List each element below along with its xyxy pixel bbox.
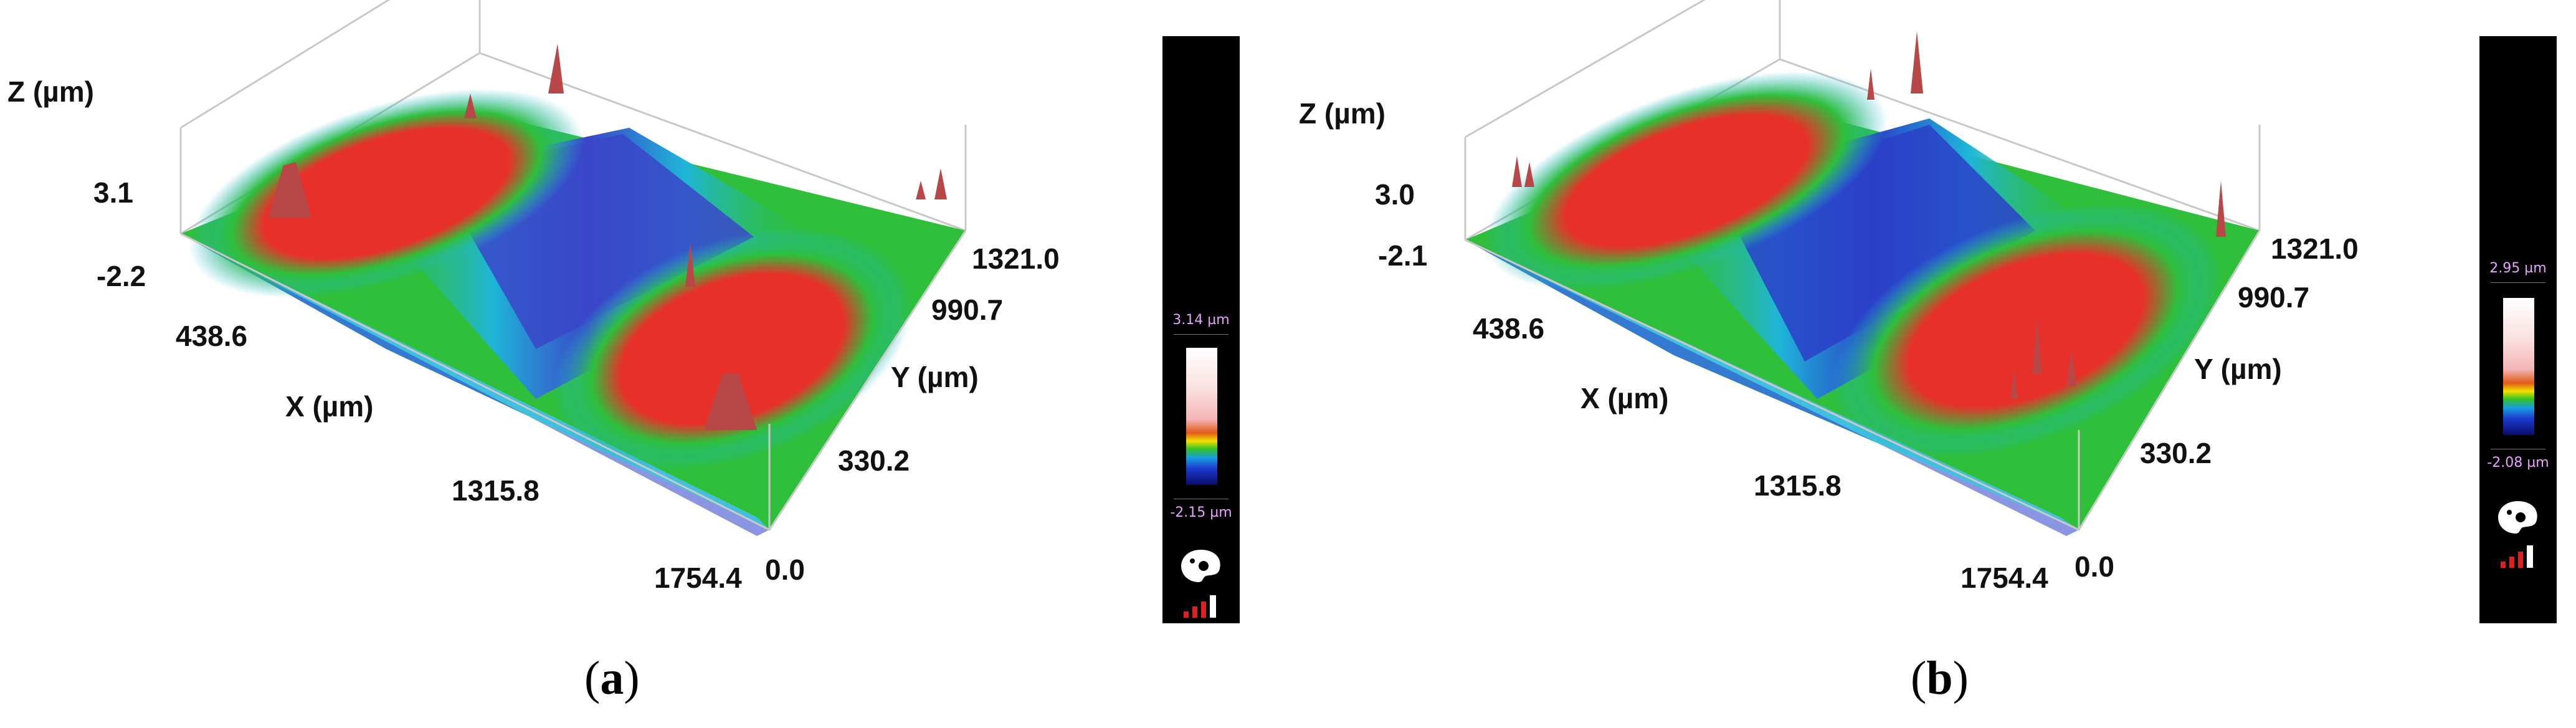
peaks-b [1512,31,2226,399]
color-gradient [2503,298,2534,435]
hill-left-a [189,89,584,298]
z-tick-min: -2.2 [97,260,146,292]
hill-left-b [1485,71,1888,290]
z-axis-label: Z (µm) [1299,97,1385,130]
x-axis-label: X (µm) [285,390,374,423]
scale-min-label: -2.08 µm [2487,455,2549,471]
z-tick-min: -2.1 [1378,239,1428,272]
scale-max-label: 2.95 µm [2489,261,2547,276]
palette-icon[interactable] [2496,499,2540,536]
color-scale-bar-a: 3.14 µm -2.15 µm [1162,36,1240,623]
y-tick-2: 990.7 [931,294,1004,326]
color-gradient [1186,348,1217,485]
surface-plot-a [179,0,967,536]
x-tick-2: 1315.8 [452,474,539,507]
signal-bars-icon[interactable] [2496,544,2540,569]
y-tick-1: 330.2 [2140,437,2212,469]
caption-b: (b) [1911,652,1969,704]
x-tick-3: 1754.4 [654,562,742,594]
signal-bars-icon[interactable] [1179,594,1224,619]
x-tick-3: 1754.4 [1961,562,2048,594]
y-tick-3: 1321.0 [2271,232,2359,265]
color-scale-bar-b: 2.95 µm -2.08 µm [2479,36,2557,623]
z-tick-max: 3.0 [1375,178,1415,211]
panel-a: Z (µm) 3.1 -2.2 438.6 X (µm) 1315.8 1754… [7,0,1240,704]
z-axis-label: Z (µm) [7,75,94,108]
y-tick-2: 990.7 [2238,281,2310,314]
scale-max-label: 3.14 µm [1172,312,1230,328]
hill-right-b [1831,203,2221,457]
x-axis-label: X (µm) [1580,382,1669,414]
x-tick-2: 1315.8 [1754,469,1842,502]
y-tick-3: 1321.0 [972,242,1060,275]
palette-icon[interactable] [1179,547,1224,585]
peaks-a [268,44,947,430]
y-tick-0: 0.0 [2075,550,2114,583]
y-tick-0: 0.0 [765,553,805,586]
hill-right-a [552,228,912,470]
surface-plot-b [1464,0,2261,536]
scale-min-label: -2.15 µm [1170,505,1232,520]
panel-b: Z (µm) 3.0 -2.1 438.6 X (µm) 1315.8 1754… [1288,0,2575,728]
caption-a: (a) [584,652,640,704]
y-axis-label: Y (µm) [2194,353,2282,385]
x-tick-1: 438.6 [1473,312,1545,345]
z-tick-max: 3.1 [93,176,133,209]
y-axis-label: Y (µm) [891,361,979,393]
x-tick-1: 438.6 [176,320,248,352]
y-tick-1: 330.2 [838,444,910,477]
